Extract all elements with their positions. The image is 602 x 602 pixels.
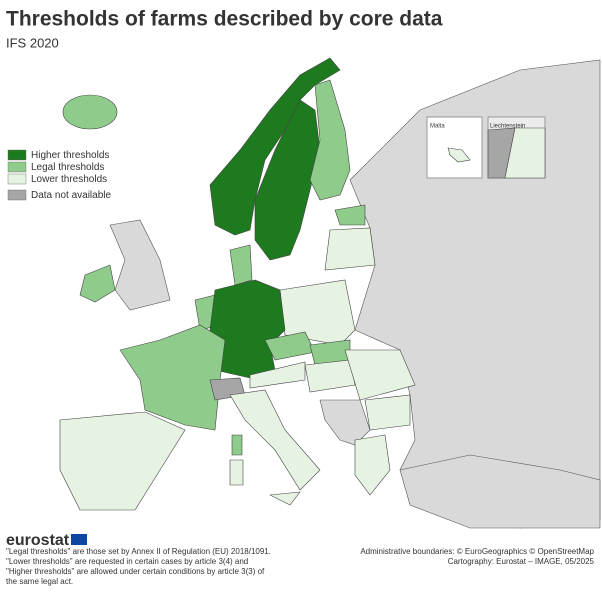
note: "Lower thresholds" are requested in cert… <box>6 557 248 566</box>
legend-swatch <box>7 149 27 161</box>
logo: eurostat <box>6 532 70 549</box>
inset-label: Liechtenstein <box>490 124 525 130</box>
note: "Legal thresholds" are those set by Anne… <box>6 547 271 556</box>
region <box>229 389 321 491</box>
legend-label: Higher thresholds <box>31 150 109 161</box>
credit: Administrative boundaries: © EuroGeograp… <box>360 547 594 556</box>
region <box>119 324 226 431</box>
eu-flag <box>71 534 87 545</box>
legend-swatch <box>7 189 27 201</box>
region <box>268 491 301 506</box>
credits: Administrative boundaries: © EuroGeograp… <box>360 547 594 566</box>
region <box>229 244 253 286</box>
title: Thresholds of farms described by core da… <box>6 8 443 31</box>
legend-label: Lower thresholds <box>31 174 107 185</box>
inset-label: Malta <box>430 124 445 130</box>
inset-frame <box>426 116 483 179</box>
region <box>309 79 351 201</box>
region <box>354 434 391 496</box>
region <box>364 394 411 431</box>
legend-label: Legal thresholds <box>31 162 104 173</box>
region <box>254 99 321 261</box>
note: the same legal act. <box>6 577 73 586</box>
notes: "Legal thresholds" are those set by Anne… <box>6 547 271 586</box>
region <box>249 361 306 389</box>
subtitle: IFS 2020 <box>6 35 59 50</box>
legend-label: Data not available <box>31 190 111 201</box>
region <box>231 434 243 456</box>
region <box>504 127 546 179</box>
region <box>324 227 376 271</box>
legend-swatch <box>7 173 27 185</box>
note: "Higher thresholds" are allowed under ce… <box>6 567 265 576</box>
countries <box>59 57 416 511</box>
region <box>334 204 366 226</box>
region <box>447 147 471 163</box>
region <box>79 264 116 303</box>
region <box>304 359 356 393</box>
region <box>59 411 186 511</box>
credit: Cartography: Eurostat – IMAGE, 05/2025 <box>448 557 595 566</box>
region <box>62 94 118 130</box>
legend-swatch <box>7 161 27 173</box>
region <box>344 349 416 401</box>
region <box>229 459 244 486</box>
insets: Malta Liechtenstein <box>426 116 546 179</box>
